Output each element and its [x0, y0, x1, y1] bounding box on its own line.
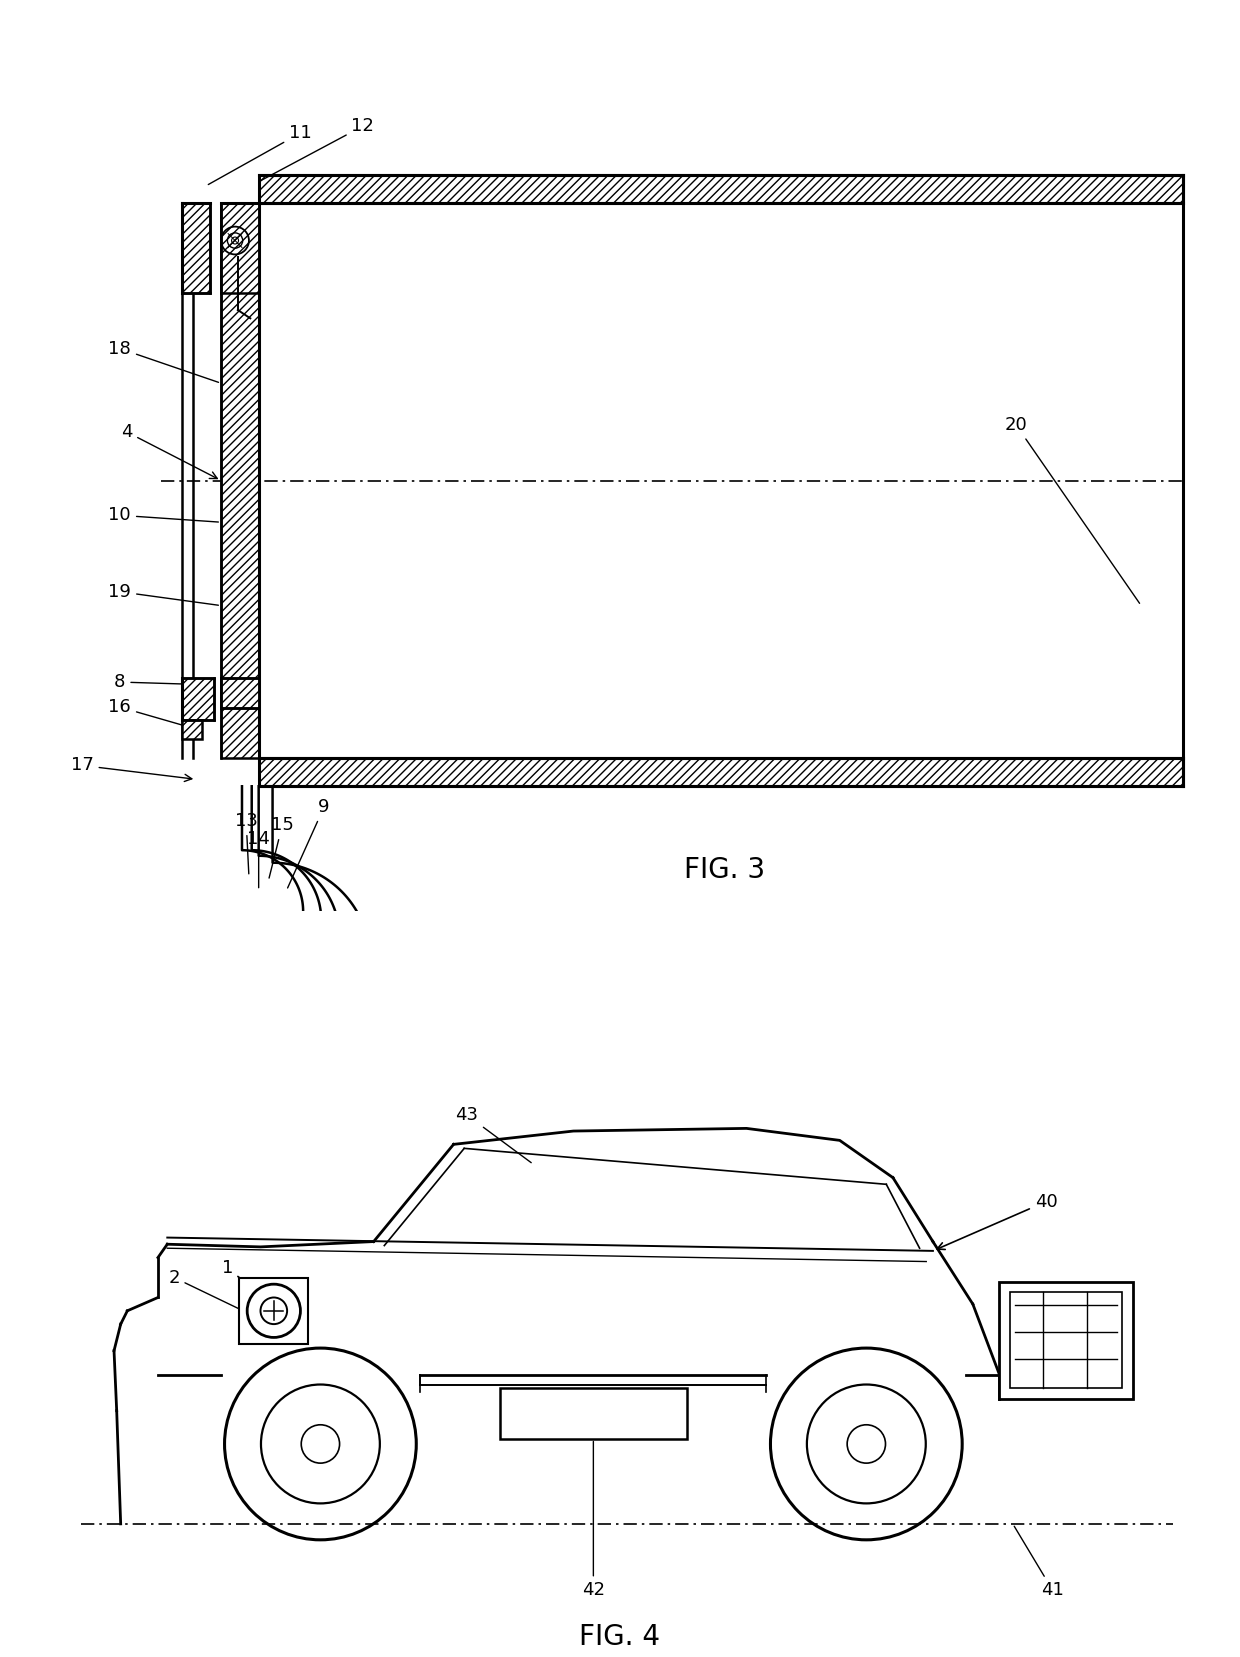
Text: 20: 20: [1004, 416, 1140, 603]
Bar: [259, 759, 1183, 787]
Bar: [221, 202, 259, 293]
Text: 9: 9: [288, 799, 330, 888]
Bar: [221, 678, 259, 709]
Bar: [999, 1281, 1132, 1399]
Bar: [182, 719, 202, 739]
Text: 17: 17: [71, 757, 192, 782]
Text: 4: 4: [120, 423, 217, 479]
Bar: [259, 174, 1183, 202]
Bar: [500, 1389, 687, 1438]
Text: 40: 40: [937, 1193, 1058, 1249]
Text: 11: 11: [208, 124, 311, 184]
Text: 41: 41: [1014, 1526, 1064, 1599]
Text: 13: 13: [234, 812, 258, 873]
Text: 14: 14: [247, 830, 270, 888]
Text: 12: 12: [262, 118, 374, 181]
Text: 15: 15: [269, 817, 294, 878]
Bar: [239, 1278, 309, 1344]
Text: FIG. 3: FIG. 3: [683, 855, 765, 883]
Text: FIG. 4: FIG. 4: [579, 1622, 661, 1650]
Text: 43: 43: [455, 1107, 531, 1163]
Bar: [1011, 1292, 1122, 1389]
Text: 8: 8: [114, 673, 207, 691]
Text: 10: 10: [108, 507, 218, 524]
Text: 2: 2: [169, 1269, 241, 1309]
Text: 19: 19: [108, 583, 218, 605]
Text: 16: 16: [108, 698, 198, 731]
Text: 18: 18: [108, 340, 218, 383]
Bar: [182, 202, 210, 293]
Bar: [221, 202, 259, 759]
Text: 1: 1: [222, 1259, 270, 1301]
Text: 42: 42: [582, 1442, 605, 1599]
Bar: [182, 678, 215, 719]
